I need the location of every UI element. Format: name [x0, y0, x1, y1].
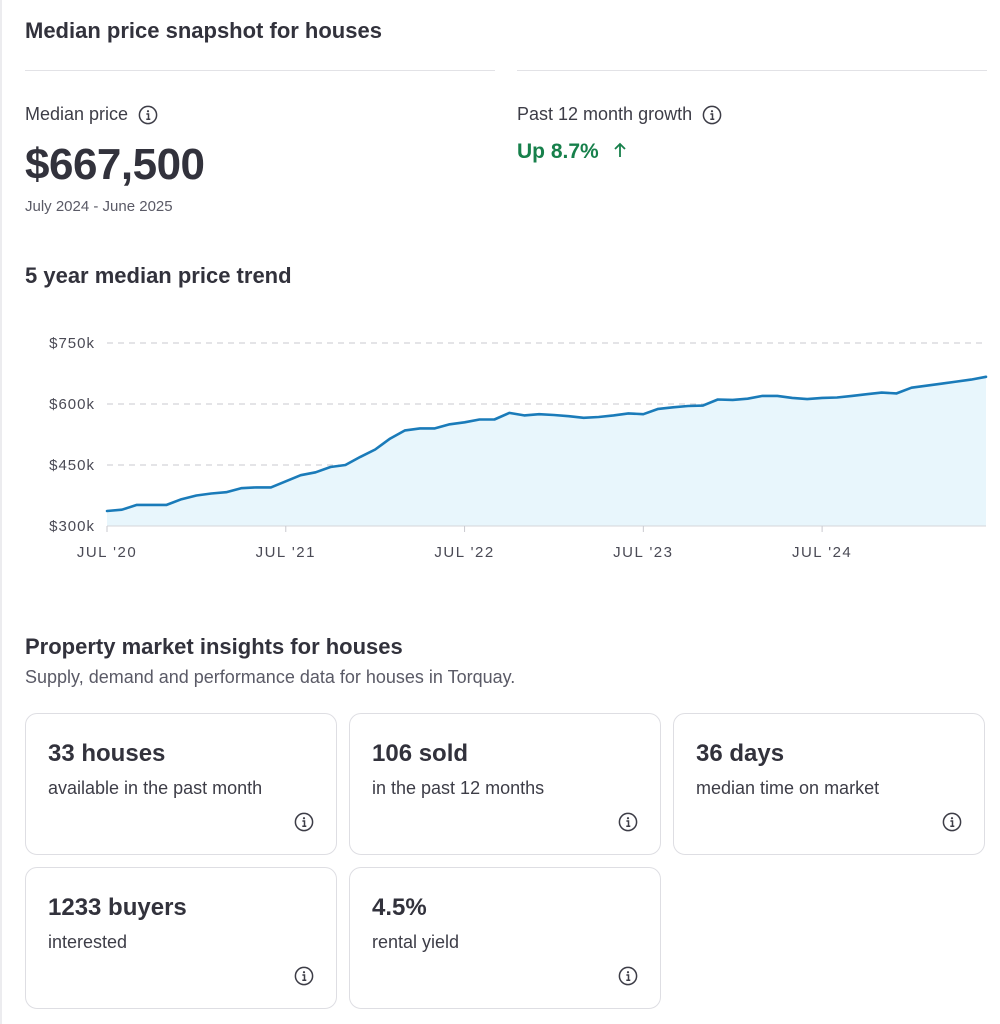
- info-icon[interactable]: [942, 812, 962, 832]
- x-tick-label: JUL '23: [613, 544, 673, 561]
- info-icon[interactable]: [702, 105, 722, 125]
- info-icon[interactable]: [618, 966, 638, 986]
- median-price-label-row: Median price: [25, 104, 158, 125]
- left-border: [0, 0, 2, 1024]
- price-trend-chart: $750k $600k $450k $300k JUL '20 JUL '21 JUL '2…: [49, 335, 988, 561]
- insights-subtitle: Supply, demand and performance data for …: [25, 667, 516, 687]
- insight-card-days: 36 days median time on market: [673, 713, 985, 855]
- insight-label: rental yield: [372, 932, 460, 952]
- info-icon[interactable]: [138, 105, 158, 125]
- chart-area-fill: [107, 376, 986, 526]
- divider-right: [517, 70, 987, 71]
- median-price-value: $667,500: [25, 140, 205, 189]
- insight-card-sold: 106 sold in the past 12 months: [349, 713, 661, 855]
- growth-label-row: Past 12 month growth: [517, 104, 722, 125]
- snapshot-title: Median price snapshot for houses: [25, 18, 382, 43]
- insight-value: 36 days: [696, 740, 785, 767]
- divider-left: [25, 70, 495, 71]
- x-tick-label: JUL '21: [256, 544, 316, 561]
- x-tick-label: JUL '22: [434, 544, 494, 561]
- trend-title: 5 year median price trend: [25, 263, 292, 288]
- median-price-period: July 2024 - June 2025: [25, 198, 173, 215]
- growth-value-row: Up 8.7%: [517, 140, 627, 164]
- arrow-up-icon: [613, 140, 627, 164]
- insight-label: interested: [48, 932, 128, 952]
- insight-card-available: 33 houses available in the past month: [25, 713, 337, 855]
- insight-value: 1233 buyers: [48, 894, 187, 921]
- insight-card-buyers: 1233 buyers interested: [25, 867, 337, 1009]
- y-tick-label: $450k: [49, 457, 95, 474]
- insight-label: median time on market: [696, 778, 880, 798]
- insight-label: in the past 12 months: [372, 778, 545, 798]
- insight-value: 106 sold: [372, 740, 469, 767]
- y-tick-label: $750k: [49, 335, 95, 352]
- info-icon[interactable]: [618, 812, 638, 832]
- y-tick-label: $600k: [49, 396, 95, 413]
- median-price-line: [105, 375, 988, 513]
- insight-value: 33 houses: [48, 740, 166, 767]
- x-tick-label: JUL '20: [77, 544, 137, 561]
- info-icon[interactable]: [294, 966, 314, 986]
- insight-label: available in the past month: [48, 778, 263, 798]
- x-tick-label: JUL '24: [792, 544, 852, 561]
- insight-card-yield: 4.5% rental yield: [349, 867, 661, 1009]
- info-icon[interactable]: [294, 812, 314, 832]
- growth-value: Up 8.7%: [517, 140, 599, 163]
- y-tick-label: $300k: [49, 518, 95, 535]
- growth-label: Past 12 month growth: [517, 104, 693, 124]
- insight-value: 4.5%: [372, 894, 427, 921]
- insights-title: Property market insights for houses: [25, 634, 403, 659]
- median-price-label: Median price: [25, 104, 129, 124]
